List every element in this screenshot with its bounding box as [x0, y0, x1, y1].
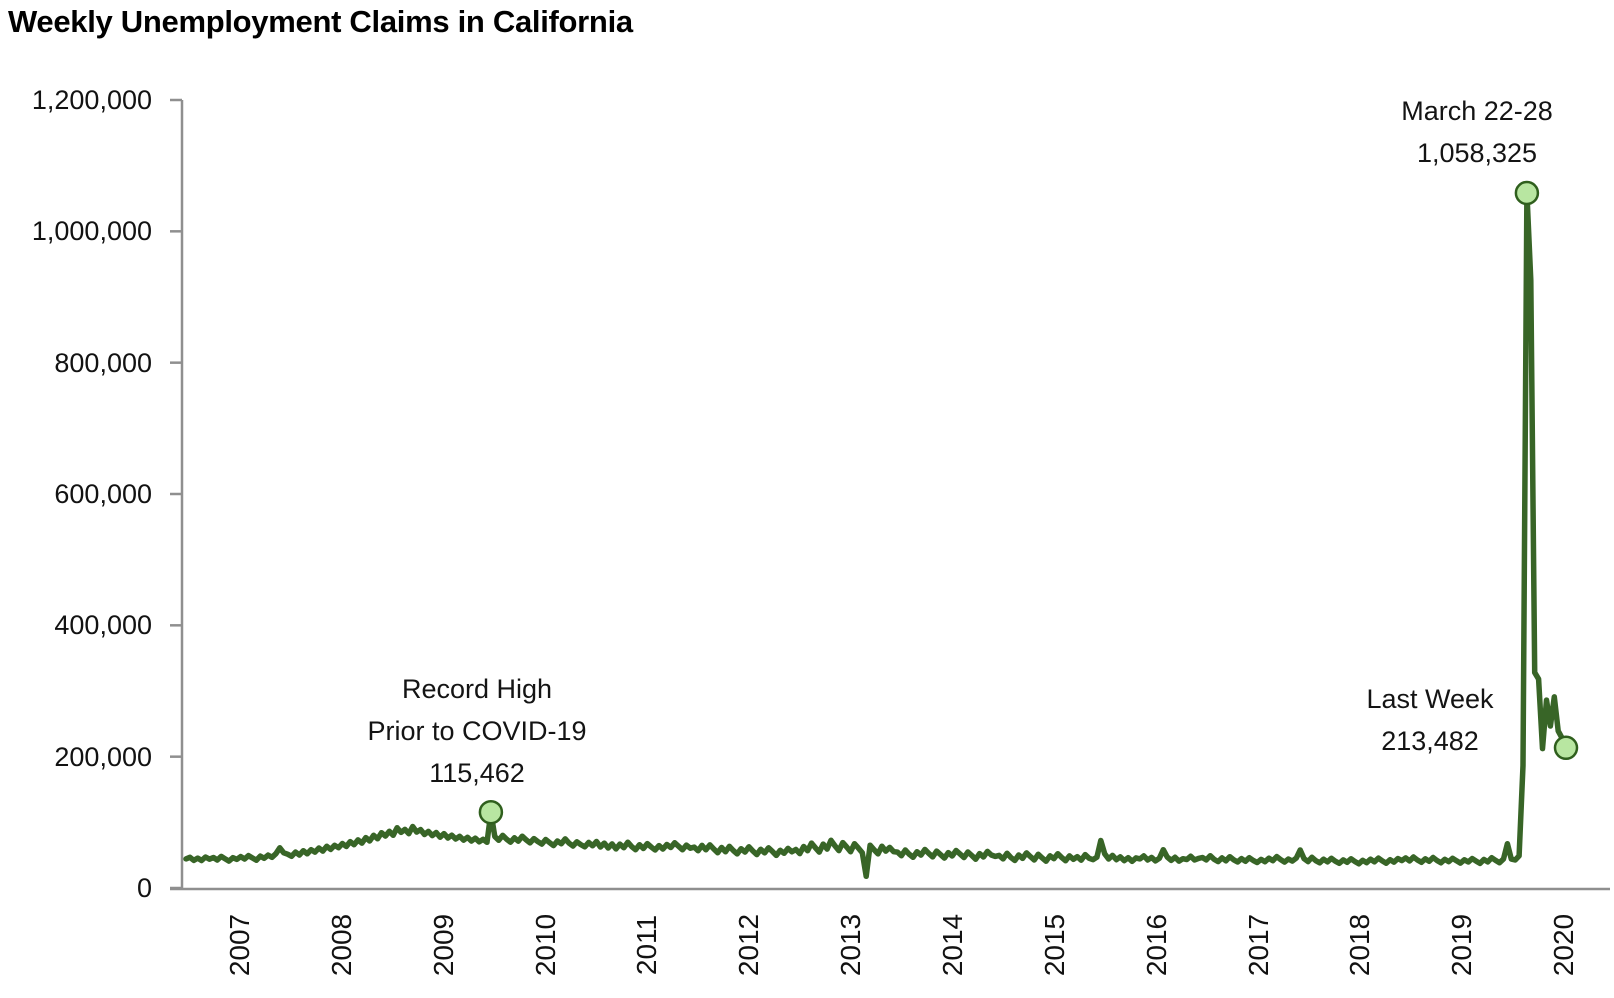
claims-line-series: [183, 190, 1569, 880]
annotation-last-week-line1: Last Week: [1366, 684, 1494, 714]
annotation-last-week: Last Week 213,482: [1290, 678, 1570, 762]
y-axis-tick-label: 1,200,000: [31, 85, 152, 115]
data-point-marker-record-high: [478, 799, 504, 825]
x-axis-tick-label: 2009: [427, 913, 459, 977]
annotation-covid-peak: March 22-28 1,058,325: [1337, 90, 1614, 174]
x-axis-tick-label: 2013: [835, 913, 867, 977]
x-axis-tick-label: 2012: [733, 913, 765, 977]
x-axis-tick-label: 2010: [529, 913, 561, 977]
annotation-record-high-value: 115,462: [429, 758, 525, 788]
x-axis-tick-label: 2008: [325, 913, 357, 977]
x-axis-tick-label: 2016: [1140, 913, 1172, 977]
x-axis-tick-label: 2011: [631, 914, 663, 976]
annotation-record-high-line2: Prior to COVID-19: [367, 716, 587, 746]
y-axis-tick-label: 400,000: [54, 610, 152, 641]
y-axis-tick-label: 800,000: [54, 347, 152, 378]
data-point-marker-last-week: [1553, 735, 1579, 761]
annotation-last-week-value: 213,482: [1381, 726, 1479, 756]
x-axis-tick-label: 2014: [936, 913, 968, 977]
annotation-record-high-line1: Record High: [401, 674, 553, 704]
y-axis-tick-label: 1,000,000: [31, 216, 152, 247]
annotation-covid-peak-value: 1,058,325: [1416, 138, 1538, 168]
y-axis-tick-label: 600,000: [54, 479, 152, 509]
x-axis-tick-label: 2018: [1344, 913, 1376, 977]
y-axis-tick-label: 0: [136, 873, 152, 903]
x-axis-tick-label: 2007: [224, 913, 255, 977]
data-point-marker-covid-peak: [1514, 180, 1540, 206]
annotation-record-high: Record High Prior to COVID-19 115,462: [317, 668, 637, 794]
chart-title: Weekly Unemployment Claims in California: [8, 4, 633, 39]
x-axis-tick-label: 2015: [1038, 913, 1070, 977]
y-axis-tick-label: 200,000: [54, 741, 152, 772]
x-axis-tick-label: 2020: [1548, 913, 1580, 977]
annotation-covid-peak-line1: March 22-28: [1401, 96, 1553, 126]
x-axis-tick-label: 2017: [1242, 913, 1274, 977]
x-axis-tick-label: 2019: [1446, 913, 1478, 977]
